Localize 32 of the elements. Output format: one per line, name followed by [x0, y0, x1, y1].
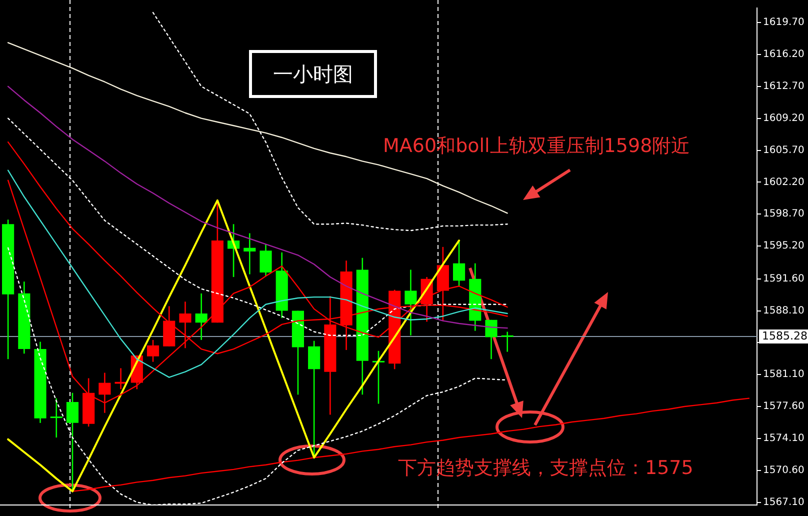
candlestick [452, 240, 466, 287]
y-tick-label: 1616.20 [763, 49, 804, 60]
y-tick-label: 1588.10 [763, 305, 804, 316]
y-tick-label: 1567.10 [763, 496, 804, 508]
y-tick-label: 1612.70 [763, 81, 804, 92]
y-tick-label: 1602.20 [763, 176, 804, 188]
candlestick [260, 244, 272, 277]
y-tick-label: 1570.60 [763, 464, 804, 476]
candlestick [404, 269, 417, 336]
y-tick-label: 1605.70 [763, 144, 804, 156]
candlestick [244, 232, 256, 275]
y-tick-label: 1591.60 [763, 273, 804, 284]
y-tick-label: 1574.10 [763, 433, 804, 444]
candlestick [195, 292, 208, 341]
candlestick [66, 392, 79, 492]
y-tick-label: 1595.20 [763, 240, 804, 252]
line-series [152, 12, 508, 232]
candlestick [50, 398, 62, 438]
ref-line-label: 1585.28 [762, 329, 808, 342]
y-tick-label: 1609.20 [763, 112, 804, 124]
candlestick [146, 339, 160, 362]
y-tick-label: 1581.10 [763, 369, 804, 380]
y-tick-label: 1577.60 [763, 401, 804, 412]
y-tick-label: 1598.70 [763, 208, 804, 220]
annotation: MA60和boll上轨双重压制1598附近 [383, 134, 690, 159]
candlestick [501, 331, 514, 352]
y-tick-label: 1619.70 [763, 17, 804, 28]
text: 一小时图 [249, 50, 377, 98]
candlestick [179, 300, 192, 349]
annotation: 下方趋势支撑线，支撑点位：1575 [398, 456, 694, 481]
candlestick [485, 319, 498, 360]
line-series [7, 118, 508, 336]
